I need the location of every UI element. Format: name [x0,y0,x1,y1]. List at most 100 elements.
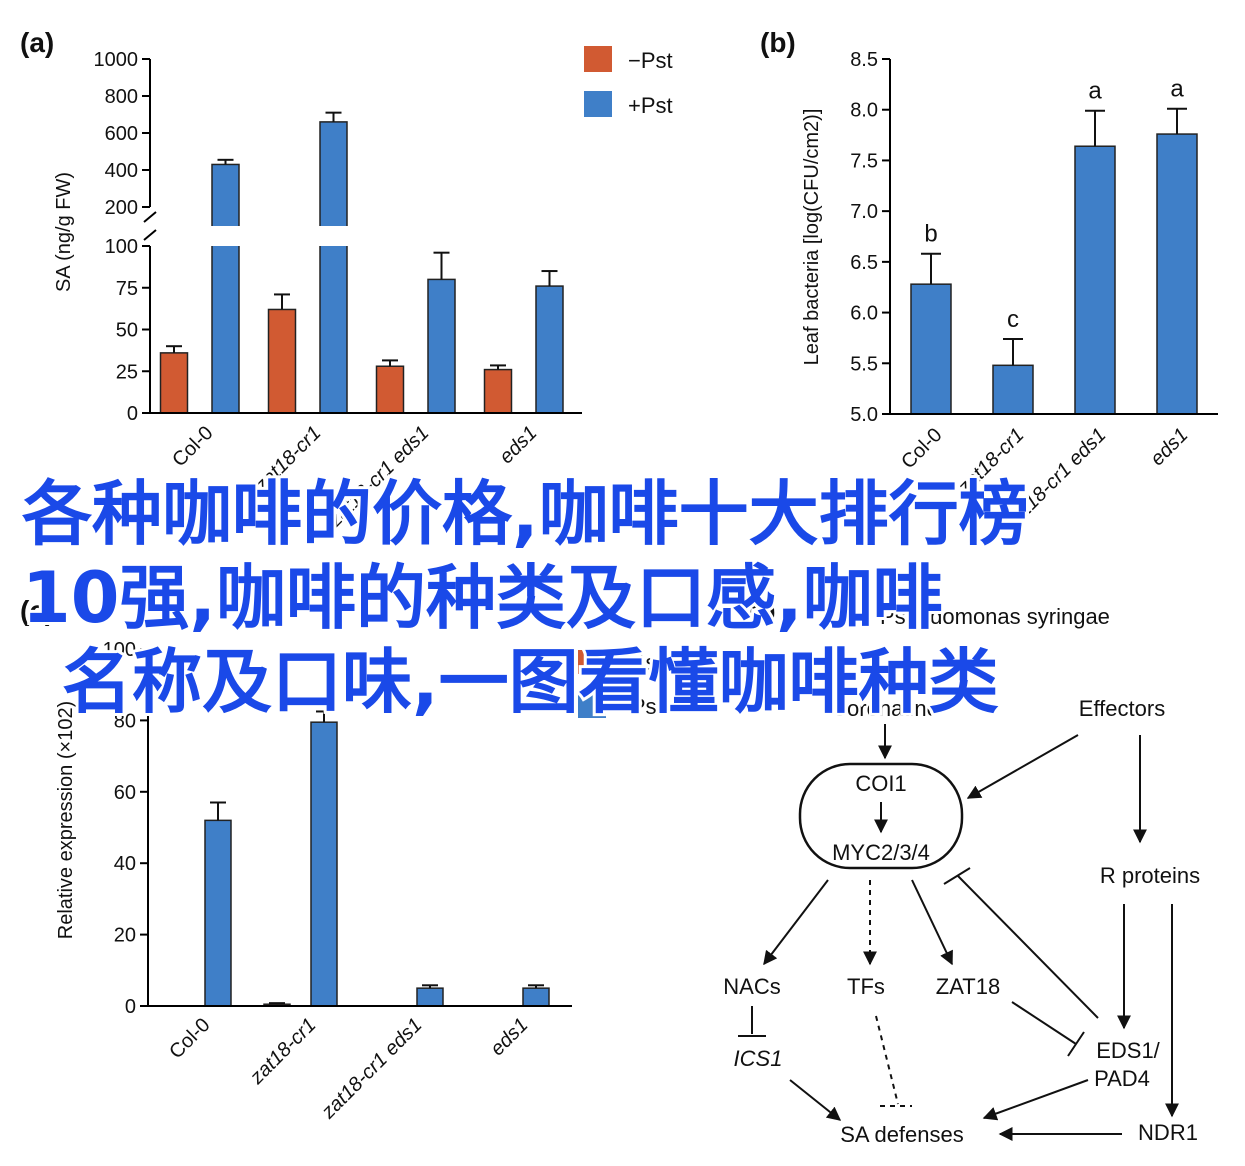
bar-leaf-bacteria [910,283,952,415]
edge-myc-zat18 [911,879,953,966]
panel-c-category-label: eds1 [486,1014,532,1060]
panel-a-category-label: Col-0 [168,422,217,471]
bar-minus-pst [483,368,513,414]
node-sa-defenses: SA defenses [840,1122,964,1147]
y-tick-label: 8.5 [850,49,878,71]
bar-plus-pst [535,285,564,414]
bar-plus-pst [427,278,456,414]
significance-letter: b [924,221,937,248]
panel-b-category-label: Col-0 [897,424,946,473]
panel-c-category-label: zat18-cr1 [245,1014,320,1089]
node-ics1: ICS1 [734,1046,783,1071]
y-tick-label: 7.5 [850,150,878,172]
legend-plus-label: +Pst [628,93,673,118]
panel-c-category-label: zat18-cr1 eds1 [317,1014,427,1124]
node-ndr1: NDR1 [1138,1120,1198,1145]
axis-break-gap [210,226,241,246]
node-effectors: Effectors [1079,696,1165,721]
bar-minus-pst [267,308,297,414]
bar-leaf-bacteria [1074,145,1116,415]
panel-b: (b) Leaf bacteria [log(CFU/cm2)] b c a a Co… [760,27,1218,534]
edge-inhibit-bar-eds1 [1067,1031,1085,1057]
edge-eds1-inhibits-myc [957,875,1099,1019]
panel-b-category-label: eds1 [1146,424,1192,470]
edge-tfs-inhibit-sa [875,1015,899,1105]
node-pseudomonas: Pseudomonas syringae [880,604,1110,629]
y-tick-label: 75 [116,278,138,300]
legend-c-minus-label: −Pst [618,650,663,675]
bar-plus-pst [310,721,338,1007]
overlay-line-1: 各种咖啡的价格,咖啡十大排行榜 [22,473,1029,555]
panel-c-category-label: Col-0 [165,1014,214,1063]
panel-b-label: (b) [760,27,796,58]
overlay-line-2: 10强,咖啡的种类及口感,咖啡 [22,557,943,639]
edge-inhibit-bar-myc [943,867,971,885]
panel-d-label: (d) [740,595,776,626]
node-zat18: ZAT18 [936,974,1000,999]
bar-minus-pst [159,352,189,414]
y-tick-label: 1000 [94,49,139,71]
y-tick-label: 5.5 [850,353,878,375]
y-tick-label: 50 [116,320,138,342]
panel-c-label: (c) [20,595,54,626]
axis-break-gap [318,226,349,246]
y-tick-label: 40 [114,853,136,875]
significance-letter: c [1007,306,1019,333]
panel-b-ylabel: Leaf bacteria [log(CFU/cm2)] [801,109,823,366]
legend-c-plus-swatch [578,694,606,718]
y-tick-label: 60 [114,782,136,804]
node-r-proteins: R proteins [1100,863,1200,888]
y-tick-label: 20 [114,925,136,947]
node-coi1: COI1 [855,771,906,796]
y-tick-label: 80 [114,710,136,732]
legend-plus-swatch [584,91,612,117]
legend-c-plus-label: +Pst [618,694,663,719]
node-eds1: EDS1/ [1096,1038,1160,1063]
y-tick-label: 0 [127,403,138,425]
y-tick-label: 0 [125,996,136,1018]
panel-a-label: (a) [20,27,54,58]
edge-effectors-coi1 [966,734,1079,799]
panel-d-diagram: (d) Pseudomonas syringae Coronatine Effe… [723,595,1200,1147]
edge-zat18-inhibits-eds1 [1011,1001,1077,1045]
axis-break-mark [143,211,157,223]
y-tick-label: 6.5 [850,252,878,274]
panel-c-ylabel: Relative expression (×102) [55,701,77,939]
bar-plus-pst [211,163,240,414]
node-tfs: TFs [847,974,885,999]
node-coronatine: Coronatine [831,696,939,721]
bar-plus-pst [522,987,550,1007]
edge-eds1-sa [982,1079,1089,1121]
panel-a-category-label: eds1 [495,422,541,468]
y-tick-label: 5.0 [850,404,878,426]
y-tick-label: 8.0 [850,100,878,122]
y-tick-label: 200 [105,197,138,219]
bar-leaf-bacteria [1156,133,1198,415]
node-pad4: PAD4 [1094,1066,1150,1091]
bar-leaf-bacteria [992,364,1034,415]
coi1-myc-complex [798,762,964,870]
significance-letter: a [1088,78,1102,105]
legend-minus-label: −Pst [628,48,673,73]
panel-a: (a) SA (ng/g FW) Col-0 zat18-cr1zat18-cr1… [20,27,673,532]
panel-a-ylabel: SA (ng/g FW) [53,172,75,292]
node-nacs: NACs [723,974,780,999]
edge-myc-nacs [763,879,829,966]
y-tick-label: 7.0 [850,201,878,223]
bar-minus-pst [375,365,405,414]
bar-plus-pst [416,987,444,1007]
bar-plus-pst [319,121,348,414]
y-tick-label: 100 [103,639,136,661]
significance-letter: a [1170,76,1184,103]
edge-ics1-sa [789,1079,842,1121]
overlay-title: 各种咖啡的价格,咖啡十大排行榜 10强,咖啡的种类及口感,咖啡 名称及口味,一图… [19,470,1032,726]
y-tick-label: 400 [105,160,138,182]
y-tick-label: 600 [105,123,138,145]
y-tick-label: 6.0 [850,303,878,325]
legend-c-minus-swatch [578,650,606,674]
legend-minus-swatch [584,46,612,72]
node-myc: MYC2/3/4 [832,840,930,865]
y-tick-label: 25 [116,361,138,383]
bar-plus-pst [204,819,232,1007]
